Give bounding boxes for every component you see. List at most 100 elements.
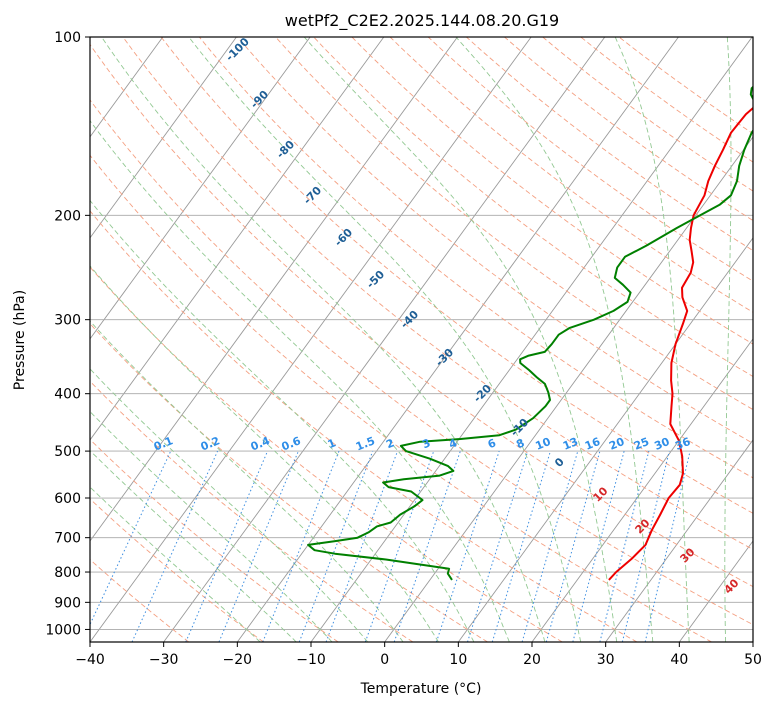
y-tick-label: 400 (54, 387, 81, 403)
y-tick-label: 300 (54, 313, 81, 329)
mixing-ratio-line (644, 450, 691, 642)
x-tick-label: 20 (523, 652, 541, 668)
mixing-ratio-line (521, 450, 579, 642)
isotherm-line (605, 439, 753, 642)
y-axis-ticks: 100 200 300 400 500 600 700 800 900 1000 (45, 30, 90, 638)
dry-adiabat-line (90, 498, 264, 642)
isotherm-line (90, 37, 458, 542)
y-tick-label: 1000 (45, 622, 81, 638)
x-tick-label: 30 (597, 652, 615, 668)
dry-adiabat-label: -30 (433, 346, 456, 369)
x-tick-label: 40 (670, 652, 688, 668)
mixing-ratio-label: 3 (420, 436, 432, 451)
y-tick-label: 200 (54, 208, 81, 224)
mixing-ratio-label: 20 (607, 435, 626, 453)
dry-adiabat-line (122, 37, 753, 550)
mixing-ratio-line (467, 450, 529, 642)
mixing-ratio-label: 2 (384, 436, 396, 451)
moist-adiabat-line (724, 37, 732, 642)
dry-adiabat-line (90, 43, 753, 588)
dry-adiabat-line (542, 37, 753, 192)
isotherm-line (90, 37, 311, 340)
mixing-ratio-line (545, 450, 601, 642)
mixing-ratio-line (599, 450, 650, 642)
moist-adiabat-line (303, 37, 618, 642)
dry-adiabat-line (90, 266, 563, 642)
x-tick-label: 10 (449, 652, 467, 668)
moist-adiabat-line (90, 199, 475, 642)
moist-adiabat-line (90, 368, 369, 642)
moist-adiabat-line (90, 410, 333, 642)
isotherm-line (90, 37, 237, 239)
dry-adiabat-label: -50 (364, 268, 387, 291)
isotherm-line (457, 237, 753, 642)
mixing-ratio-line (435, 450, 500, 642)
mixing-ratio-line (131, 450, 219, 642)
line-labels: 0.1 0.2 0.4 0.6 1 1.5 2 3 4 6 8 10 13 16 20 25 30 36-100-… (152, 35, 742, 597)
mixing-ratio-line (218, 450, 299, 642)
dry-adiabat-line (351, 37, 753, 345)
mixing-ratio-line (393, 450, 461, 642)
y-tick-label: 900 (54, 595, 81, 611)
dry-adiabat-line (389, 37, 753, 313)
moist-adiabat-line (101, 37, 546, 642)
moist-adiabat-line (90, 320, 404, 642)
dry-adiabat-label: -90 (248, 88, 271, 111)
dry-adiabat-label: -10 (508, 416, 531, 439)
y-tick-label: 600 (54, 491, 81, 507)
dry-adiabat-line (198, 37, 753, 479)
background-lines (90, 37, 753, 642)
isotherm-line (90, 37, 385, 441)
moist-adiabat-line (455, 37, 654, 642)
moist-adiabat-line (614, 37, 690, 642)
dry-adiabat-line (90, 438, 339, 642)
mixing-ratio-line (491, 450, 551, 642)
mixing-ratio-line (621, 450, 670, 642)
y-tick-label: 100 (54, 30, 81, 46)
mixing-ratio-label: 1.5 (354, 434, 377, 453)
mixing-ratio-label: 0.6 (280, 434, 303, 453)
dry-adiabat-label: 0 (552, 455, 567, 470)
mixing-ratio-label: 10 (534, 435, 553, 453)
mixing-ratio-line (325, 450, 399, 642)
plot-frame (89, 36, 754, 643)
dry-adiabat-label: -70 (301, 184, 324, 207)
isotherm-line (531, 338, 753, 642)
dry-adiabat-line (90, 558, 190, 642)
dry-adiabat-line (160, 37, 753, 514)
x-tick-label: −30 (149, 652, 179, 668)
x-tick-label: −40 (75, 652, 105, 668)
dry-adiabat-line (90, 99, 753, 626)
series-layer (307, 85, 753, 581)
y-tick-label: 800 (54, 565, 81, 581)
isotherm-line (384, 136, 753, 642)
x-tick-label: 0 (380, 652, 389, 668)
moist-adiabat-line (90, 119, 510, 642)
mixing-ratio-label: 0.1 (152, 434, 175, 453)
mixing-ratio-label: 36 (673, 435, 692, 453)
dry-adiabat-line (90, 154, 712, 642)
x-tick-label: −20 (223, 652, 253, 668)
dry-adiabat-line (313, 37, 753, 378)
dry-adiabat-line (618, 37, 753, 135)
x-tick-label: −10 (296, 652, 326, 668)
dry-adiabat-label: 30 (678, 545, 698, 565)
mixing-ratio-label: 0.2 (199, 434, 222, 453)
isotherm-line (752, 641, 753, 642)
dry-adiabat-label: -60 (332, 226, 355, 249)
x-tick-label: 50 (744, 652, 762, 668)
mixing-ratio-line (572, 450, 625, 642)
moist-adiabat-line (90, 265, 439, 642)
mixing-ratio-label: 13 (561, 435, 580, 453)
dry-adiabat-line (90, 380, 414, 642)
x-axis-ticks: −40 −30 −20 −10 0 10 20 30 40 50 (75, 642, 762, 668)
mixing-ratio-line (90, 450, 172, 626)
x-axis-label: Temperature (°C) (360, 681, 482, 697)
dry-adiabat-line (427, 37, 753, 282)
moist-adiabat-line (90, 486, 261, 642)
isotherm-line (310, 37, 753, 642)
mixing-ratio-label: 25 (632, 435, 651, 453)
isotherm-line (163, 37, 606, 642)
dry-adiabat-label: -80 (274, 138, 297, 161)
